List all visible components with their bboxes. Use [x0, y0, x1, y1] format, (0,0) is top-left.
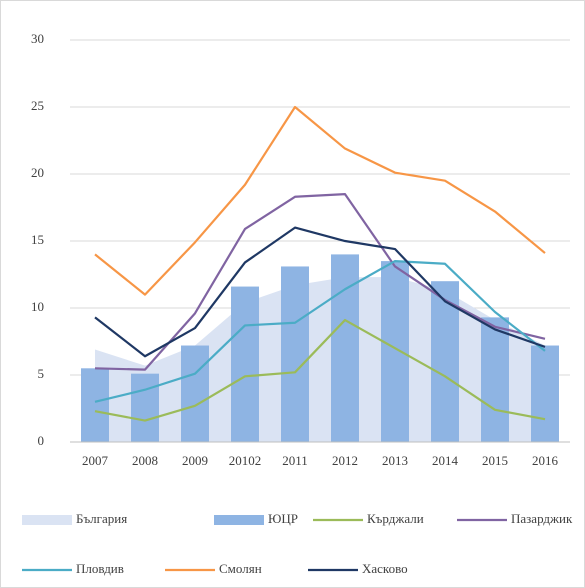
- y-tick-label: 0: [38, 433, 45, 448]
- legend-label: ЮЦР: [268, 511, 298, 526]
- line: [94, 260, 546, 403]
- x-tick-label: 20102: [229, 453, 262, 468]
- x-tick-label: 2013: [382, 453, 408, 468]
- bar: [381, 261, 409, 442]
- legend-label: Кърджали: [367, 511, 424, 526]
- x-tick-label: 2014: [432, 453, 459, 468]
- bar: [281, 266, 309, 442]
- legend-swatch: [214, 515, 264, 525]
- bar: [481, 317, 509, 442]
- x-tick-label: 2008: [132, 453, 158, 468]
- legend-label: Смолян: [219, 561, 262, 576]
- line: [94, 226, 546, 358]
- bar: [331, 254, 359, 442]
- y-tick-label: 5: [38, 366, 45, 381]
- bar: [231, 286, 259, 442]
- bar: [431, 281, 459, 442]
- x-tick-label: 2011: [282, 453, 308, 468]
- y-tick-label: 15: [31, 232, 44, 247]
- bar: [81, 368, 109, 442]
- x-tick-label: 2016: [532, 453, 559, 468]
- line: [94, 105, 546, 296]
- x-tick-label: 2015: [482, 453, 508, 468]
- legend-label: България: [76, 511, 127, 526]
- bar: [181, 345, 209, 442]
- legend-label: Пловдив: [76, 561, 124, 576]
- line: [94, 318, 546, 422]
- y-tick-label: 10: [31, 299, 44, 314]
- legend-label: Пазарджик: [511, 511, 573, 526]
- bar: [131, 373, 159, 442]
- x-tick-label: 2007: [82, 453, 109, 468]
- x-tick-label: 2012: [332, 453, 358, 468]
- y-tick-label: 25: [31, 98, 44, 113]
- bar: [531, 345, 559, 442]
- x-tick-label: 2009: [182, 453, 208, 468]
- y-tick-label: 30: [31, 31, 44, 46]
- legend-swatch: [22, 515, 72, 525]
- y-tick-label: 20: [31, 165, 44, 180]
- legend-label: Хасково: [362, 561, 408, 576]
